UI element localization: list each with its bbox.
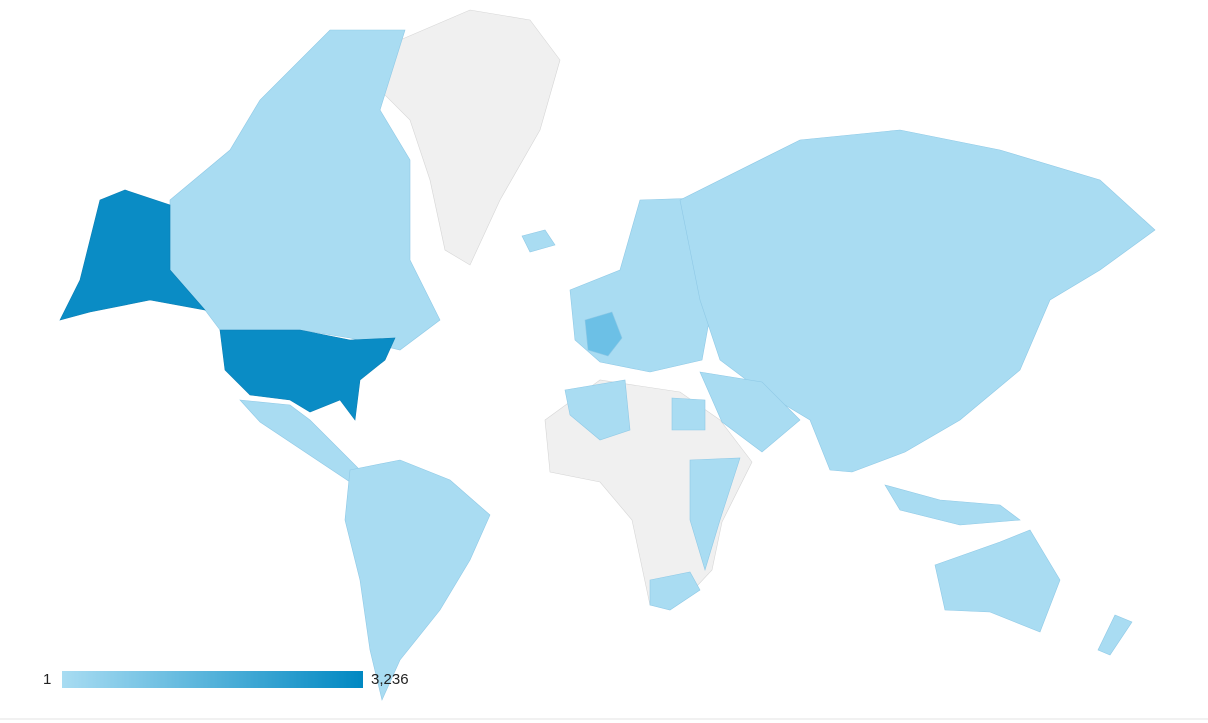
- map-countries: [59, 9, 1156, 701]
- new-zealand: [1097, 614, 1133, 656]
- south-america: [344, 459, 491, 701]
- australia: [934, 529, 1061, 633]
- indonesia: [884, 484, 1021, 526]
- legend-max-label: 3,236: [371, 671, 409, 688]
- canada: [169, 29, 441, 351]
- iceland: [521, 229, 556, 253]
- united-states: [219, 329, 396, 421]
- greenland: [379, 9, 561, 266]
- south-africa: [649, 571, 701, 611]
- central-america: [239, 399, 361, 483]
- legend-min-label: 1: [43, 671, 51, 688]
- middle-east: [699, 371, 801, 453]
- legend: 1 3,236: [43, 671, 409, 688]
- legend-gradient: [62, 671, 363, 688]
- east-africa: [689, 457, 741, 572]
- egypt: [671, 397, 706, 431]
- alaska: [59, 189, 206, 321]
- france: [584, 311, 623, 357]
- north-africa: [564, 379, 631, 441]
